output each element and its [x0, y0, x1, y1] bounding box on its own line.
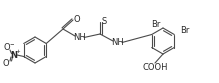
- Text: Br: Br: [180, 26, 190, 35]
- Text: O: O: [4, 42, 10, 51]
- Text: +: +: [16, 48, 20, 54]
- Text: S: S: [102, 17, 107, 25]
- Text: O: O: [3, 60, 9, 68]
- Text: NH: NH: [73, 33, 86, 42]
- Text: N: N: [10, 50, 17, 60]
- Text: O: O: [74, 15, 80, 23]
- Text: NH: NH: [111, 38, 124, 47]
- Text: −: −: [9, 42, 14, 46]
- Text: COOH: COOH: [142, 63, 168, 72]
- Text: Br: Br: [151, 20, 160, 28]
